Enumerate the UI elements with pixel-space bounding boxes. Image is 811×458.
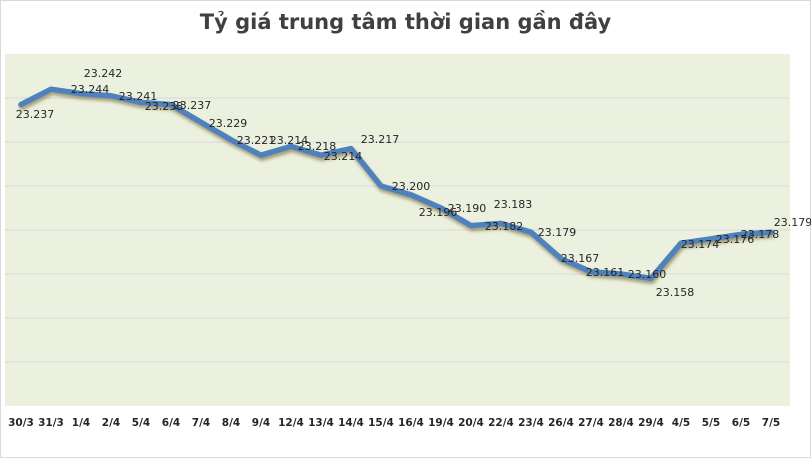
data-label: 23.190 <box>448 202 487 215</box>
x-tick-label: 31/3 <box>38 417 64 429</box>
data-label: 23.200 <box>392 180 431 193</box>
series-line <box>18 86 774 282</box>
data-label: 23.167 <box>561 252 600 265</box>
data-label: 23.238 <box>145 100 184 113</box>
x-tick-label: 12/4 <box>278 417 304 429</box>
x-tick-label: 14/4 <box>338 417 364 429</box>
data-label: 23.241 <box>119 90 158 103</box>
data-label: 23.182 <box>485 220 524 233</box>
data-label: 23.183 <box>494 198 533 211</box>
x-tick-label: 13/4 <box>308 417 334 429</box>
data-label: 23.176 <box>716 233 755 246</box>
x-tick-label: 16/4 <box>398 417 424 429</box>
data-label: 23.214 <box>324 150 363 163</box>
x-tick-label: 20/4 <box>458 417 484 429</box>
x-tick-label: 27/4 <box>578 417 604 429</box>
data-label: 23.158 <box>656 286 695 299</box>
data-label: 23.196 <box>419 206 458 219</box>
data-label: 23.237 <box>173 99 212 112</box>
x-tick-label: 22/4 <box>488 417 514 429</box>
x-tick-label: 4/5 <box>672 417 690 429</box>
data-label: 23.217 <box>361 133 400 146</box>
x-tick-label: 6/4 <box>162 417 180 429</box>
x-tick-label: 28/4 <box>608 417 634 429</box>
x-tick-label: 2/4 <box>102 417 120 429</box>
x-tick-label: 5/5 <box>702 417 720 429</box>
x-tick-label: 15/4 <box>368 417 394 429</box>
x-tick-label: 19/4 <box>428 417 454 429</box>
data-label: 23.229 <box>209 117 248 130</box>
data-label: 23.174 <box>681 238 720 251</box>
x-tick-label: 26/4 <box>548 417 574 429</box>
x-tick-label: 7/5 <box>762 417 780 429</box>
x-tick-label: 6/5 <box>732 417 750 429</box>
data-label: 23.237 <box>16 108 55 121</box>
data-label: 23.242 <box>84 67 123 80</box>
data-label: 23.178 <box>741 228 780 241</box>
x-tick-label: 7/4 <box>192 417 210 429</box>
x-tick-label: 1/4 <box>72 417 90 429</box>
x-tick-label: 30/3 <box>8 417 34 429</box>
data-label: 23.179 <box>538 226 577 239</box>
data-label: 23.179 <box>774 216 811 229</box>
data-label: 23.161 <box>586 266 625 279</box>
x-tick-label: 8/4 <box>222 417 240 429</box>
x-tick-label: 5/4 <box>132 417 150 429</box>
data-label: 23.160 <box>628 268 667 281</box>
data-label: 23.214 <box>270 134 309 147</box>
data-label: 23.244 <box>71 83 110 96</box>
data-label: 23.221 <box>237 134 276 147</box>
x-tick-label: 23/4 <box>518 417 544 429</box>
data-label: 23.218 <box>298 140 337 153</box>
x-tick-label: 29/4 <box>638 417 664 429</box>
x-tick-label: 9/4 <box>252 417 270 429</box>
chart-title: Tỷ giá trung tâm thời gian gần đây <box>199 10 612 34</box>
